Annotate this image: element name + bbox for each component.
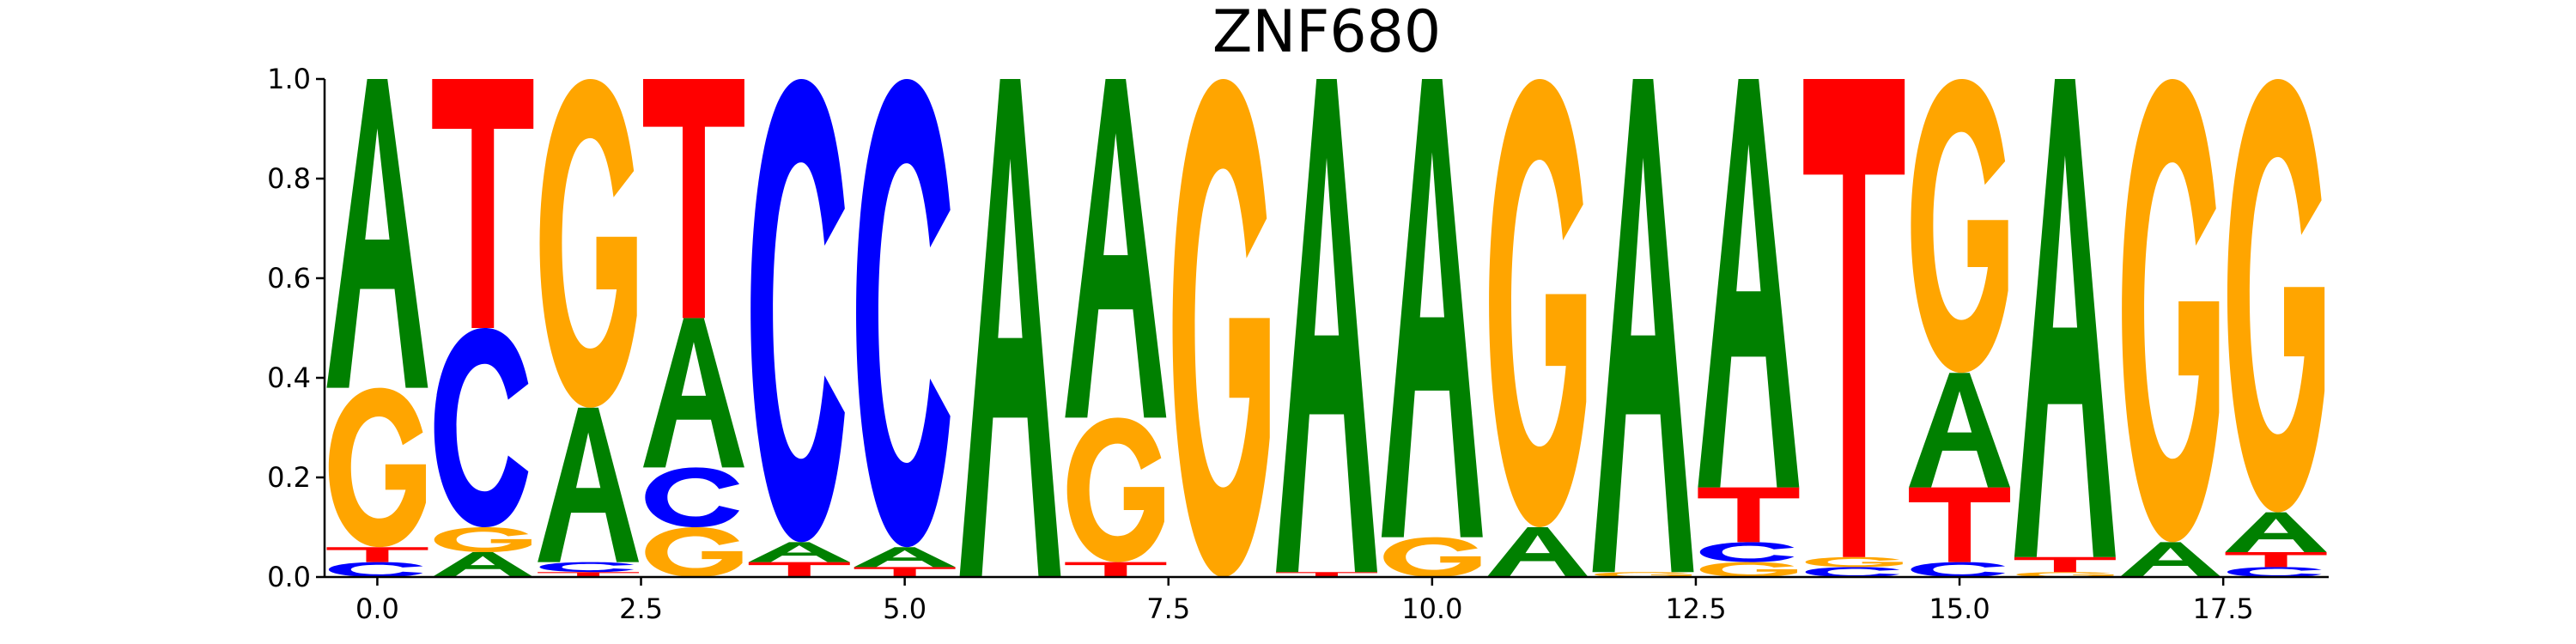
logo-letter-G-pos-15 bbox=[1911, 79, 2008, 374]
logo-letter-A-pos-15 bbox=[1909, 373, 2011, 488]
x-tick-label: 10.0 bbox=[1401, 592, 1462, 625]
logo-letter-A-pos-0 bbox=[326, 79, 428, 388]
logo-letter-C-pos-0 bbox=[328, 562, 423, 577]
logo-letter-T-pos-13 bbox=[1698, 487, 1800, 543]
logo-letter-T-pos-9 bbox=[1276, 572, 1377, 577]
logo-letter-C-pos-5 bbox=[856, 79, 951, 548]
logo-letter-G-pos-7 bbox=[1066, 417, 1164, 562]
logo-letter-C-pos-3 bbox=[645, 467, 740, 527]
logo-letter-A-pos-3 bbox=[642, 318, 744, 468]
logo-letter-A-pos-1 bbox=[432, 552, 534, 577]
logo-letter-A-pos-11 bbox=[1486, 527, 1589, 577]
logo-letter-T-pos-1 bbox=[432, 79, 534, 328]
logo-letter-A-pos-2 bbox=[538, 407, 640, 562]
logo-letter-C-pos-4 bbox=[750, 79, 845, 543]
glyph-layer bbox=[326, 79, 2327, 577]
logo-letter-G-pos-12 bbox=[1594, 572, 1692, 577]
logo-letter-C-pos-1 bbox=[434, 328, 529, 527]
logo-letter-G-pos-17 bbox=[2122, 79, 2220, 543]
y-tick-label: 0.2 bbox=[267, 461, 311, 494]
logo-letter-T-pos-4 bbox=[748, 562, 850, 577]
logo-letter-G-pos-1 bbox=[434, 527, 532, 552]
x-tick-label: 2.5 bbox=[619, 592, 663, 625]
x-tick-label: 7.5 bbox=[1146, 592, 1190, 625]
y-tick-label: 1.0 bbox=[267, 63, 311, 95]
logo-letter-T-pos-7 bbox=[1065, 562, 1167, 577]
logo-letter-A-pos-12 bbox=[1592, 79, 1694, 573]
logo-letter-G-pos-18 bbox=[2227, 79, 2325, 513]
logo-letter-T-pos-14 bbox=[1803, 79, 1905, 557]
logo-letter-A-pos-16 bbox=[2014, 79, 2116, 557]
logo-letter-T-pos-2 bbox=[538, 572, 640, 577]
x-tick-label: 15.0 bbox=[1929, 592, 1990, 625]
logo-letter-A-pos-7 bbox=[1065, 79, 1167, 418]
logo-letter-G-pos-13 bbox=[1699, 562, 1797, 577]
y-tick-label: 0.4 bbox=[267, 361, 311, 394]
logo-letter-T-pos-5 bbox=[854, 567, 956, 577]
logo-letter-C-pos-18 bbox=[2227, 567, 2322, 577]
logo-letter-A-pos-10 bbox=[1381, 79, 1483, 538]
axes-layer: 0.0 0.2 0.4 0.6 0.8 1.0 0.0 2.5 5.0 7.5 10.0 12.5 15… bbox=[267, 63, 2329, 625]
y-tick-label: 0.6 bbox=[267, 262, 311, 295]
x-tick-label: 0.0 bbox=[355, 592, 399, 625]
logo-letter-C-pos-2 bbox=[539, 562, 635, 573]
y-tick-label: 0.8 bbox=[267, 162, 311, 195]
logo-letter-G-pos-2 bbox=[539, 79, 637, 408]
logo-letter-T-pos-3 bbox=[642, 79, 744, 319]
logo-letter-C-pos-14 bbox=[1805, 567, 1900, 577]
y-tick-label: 0.0 bbox=[267, 561, 311, 593]
logo-letter-G-pos-11 bbox=[1489, 79, 1587, 527]
logo-letter-C-pos-13 bbox=[1699, 542, 1795, 562]
logo-letter-T-pos-16 bbox=[2014, 556, 2116, 573]
logo-letter-T-pos-18 bbox=[2225, 552, 2327, 568]
logo-letter-A-pos-6 bbox=[959, 79, 1061, 577]
logo-letter-G-pos-8 bbox=[1172, 79, 1270, 577]
x-tick-label: 5.0 bbox=[883, 592, 927, 625]
logo-letter-A-pos-9 bbox=[1276, 79, 1377, 573]
logo-letter-A-pos-17 bbox=[2119, 542, 2221, 577]
x-tick-label: 17.5 bbox=[2193, 592, 2254, 625]
logo-letter-T-pos-15 bbox=[1909, 487, 2011, 562]
logo-letter-A-pos-13 bbox=[1698, 79, 1800, 488]
logo-letter-A-pos-18 bbox=[2225, 512, 2327, 552]
logo-letter-G-pos-16 bbox=[2016, 572, 2114, 577]
logo-letter-G-pos-14 bbox=[1805, 556, 1903, 568]
logo-letter-T-pos-0 bbox=[326, 547, 428, 562]
logo-letter-G-pos-0 bbox=[328, 387, 427, 548]
chart-title: ZNF680 bbox=[1212, 0, 1441, 66]
logo-letter-A-pos-4 bbox=[748, 542, 850, 562]
logo-letter-A-pos-5 bbox=[854, 547, 956, 568]
logo-letter-C-pos-15 bbox=[1911, 562, 2006, 577]
logo-letter-G-pos-3 bbox=[645, 527, 743, 577]
logo-letter-G-pos-10 bbox=[1383, 537, 1481, 577]
x-tick-label: 12.5 bbox=[1665, 592, 1726, 625]
